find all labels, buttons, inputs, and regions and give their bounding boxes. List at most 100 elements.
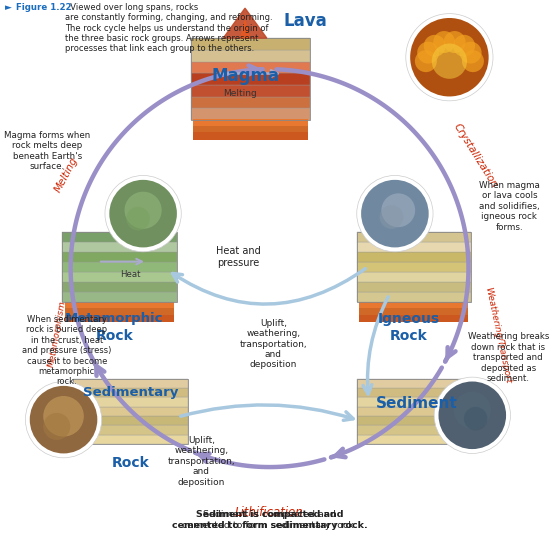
- Text: Sediment is compacted and
cemented to form sedimentary rock.: Sediment is compacted and cemented to fo…: [172, 510, 367, 530]
- Text: ►: ►: [5, 3, 12, 12]
- Bar: [190, 62, 310, 73]
- Bar: [190, 38, 310, 50]
- Bar: [63, 292, 177, 302]
- Text: Metamorphism: Metamorphism: [47, 299, 67, 368]
- Bar: [73, 379, 188, 388]
- Bar: [63, 282, 177, 292]
- Bar: [65, 302, 174, 309]
- Circle shape: [438, 382, 506, 449]
- Circle shape: [43, 413, 70, 440]
- Circle shape: [417, 41, 439, 64]
- Bar: [73, 435, 188, 444]
- Circle shape: [464, 407, 487, 431]
- Bar: [73, 388, 188, 397]
- Text: When sedimentary
rock is buried deep
in the crust, heat
and pressure (stress)
ca: When sedimentary rock is buried deep in …: [22, 315, 112, 386]
- Circle shape: [406, 14, 493, 101]
- Text: Sediment: Sediment: [376, 396, 458, 411]
- Text: When magma
or lava cools
and solidifies,
igneous rock
forms.: When magma or lava cools and solidifies,…: [479, 181, 540, 232]
- Bar: [73, 426, 188, 435]
- Text: Magma: Magma: [211, 67, 279, 86]
- Bar: [63, 232, 177, 242]
- Circle shape: [444, 31, 466, 53]
- Bar: [360, 302, 469, 309]
- Circle shape: [25, 382, 102, 458]
- Circle shape: [379, 205, 403, 229]
- Bar: [193, 132, 307, 140]
- Circle shape: [453, 35, 475, 57]
- Bar: [357, 232, 471, 242]
- Circle shape: [124, 192, 162, 229]
- Bar: [360, 315, 469, 322]
- Text: Lithification: Lithification: [235, 506, 304, 519]
- Text: Melting: Melting: [223, 89, 256, 98]
- Circle shape: [30, 386, 97, 453]
- Bar: [190, 73, 310, 85]
- Circle shape: [43, 396, 84, 437]
- Text: Rock: Rock: [95, 329, 133, 343]
- Circle shape: [126, 207, 150, 231]
- Circle shape: [381, 193, 415, 227]
- Text: Rock: Rock: [112, 456, 150, 470]
- Text: Weathering/Transport: Weathering/Transport: [483, 286, 512, 384]
- Text: Uplift,
weathering,
transportation,
and
deposition: Uplift, weathering, transportation, and …: [168, 436, 235, 487]
- Bar: [357, 252, 471, 262]
- Bar: [190, 85, 310, 96]
- Bar: [357, 416, 471, 426]
- Bar: [357, 379, 471, 388]
- Bar: [73, 416, 188, 426]
- Circle shape: [361, 180, 428, 247]
- Bar: [357, 242, 471, 252]
- Circle shape: [410, 18, 488, 96]
- Text: Metamorphic: Metamorphic: [65, 312, 163, 325]
- Circle shape: [460, 41, 482, 64]
- Circle shape: [462, 50, 484, 72]
- Text: Heat: Heat: [120, 270, 140, 279]
- Polygon shape: [241, 21, 249, 38]
- Circle shape: [424, 35, 446, 57]
- Text: Igneous: Igneous: [377, 312, 439, 326]
- Bar: [193, 119, 307, 126]
- Bar: [190, 50, 310, 62]
- Bar: [73, 407, 188, 416]
- Circle shape: [415, 50, 437, 72]
- Bar: [357, 282, 471, 292]
- Circle shape: [105, 175, 182, 252]
- Bar: [357, 426, 471, 435]
- Bar: [73, 397, 188, 407]
- Text: Melting: Melting: [53, 155, 80, 193]
- Text: Viewed over long spans, rocks
are constantly forming, changing, and reforming.
T: Viewed over long spans, rocks are consta…: [65, 3, 273, 53]
- Text: Weathering breaks
down rock that is
transported and
deposited as
sediment.: Weathering breaks down rock that is tran…: [468, 332, 549, 383]
- Text: Lava: Lava: [283, 11, 327, 30]
- Text: Heat and
pressure: Heat and pressure: [216, 246, 260, 268]
- Polygon shape: [223, 8, 267, 38]
- Text: Crystallization: Crystallization: [452, 122, 499, 189]
- Bar: [190, 108, 310, 120]
- Bar: [357, 292, 471, 302]
- Bar: [65, 315, 174, 322]
- Circle shape: [109, 180, 177, 247]
- Bar: [65, 308, 174, 316]
- Circle shape: [432, 44, 467, 79]
- Bar: [360, 308, 469, 316]
- Bar: [193, 126, 307, 133]
- Text: Sediment is compacted and
cemented to form sedimentary rock.: Sediment is compacted and cemented to fo…: [182, 510, 357, 530]
- Bar: [63, 262, 177, 272]
- Text: Magma forms when
rock melts deep
beneath Earth's
surface.: Magma forms when rock melts deep beneath…: [4, 131, 90, 171]
- Bar: [63, 252, 177, 262]
- Circle shape: [357, 175, 433, 252]
- Bar: [357, 397, 471, 407]
- Text: Rock: Rock: [389, 329, 427, 343]
- Text: Sedimentary: Sedimentary: [83, 386, 178, 399]
- Circle shape: [433, 31, 455, 53]
- Bar: [190, 96, 310, 108]
- Bar: [357, 435, 471, 444]
- Bar: [357, 407, 471, 416]
- Bar: [357, 388, 471, 397]
- Bar: [357, 262, 471, 272]
- Circle shape: [434, 377, 510, 453]
- Bar: [63, 242, 177, 252]
- Bar: [357, 272, 471, 282]
- Bar: [63, 272, 177, 282]
- Text: Figure 1.22: Figure 1.22: [16, 3, 72, 12]
- Circle shape: [454, 392, 491, 429]
